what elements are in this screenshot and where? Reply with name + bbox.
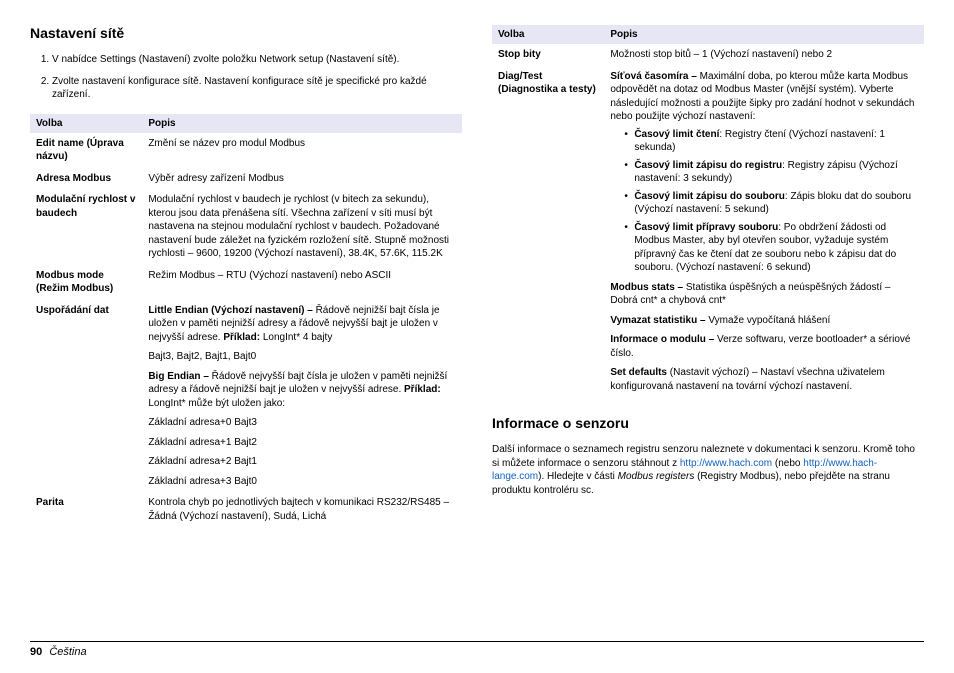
row-editname-desc: Změní se název pro modul Modbus: [142, 133, 462, 168]
le-ex1: LongInt* 4 bajty: [260, 332, 332, 343]
row-addr-desc: Výběr adresy zařízení Modbus: [142, 168, 462, 190]
row-order-lbl: Uspořádání dat: [30, 300, 142, 493]
left-column: Nastavení sítě V nabídce Settings (Nasta…: [30, 25, 462, 631]
le-ex2: Bajt3, Bajt2, Bajt1, Bajt0: [148, 350, 456, 364]
clear-rest: Vymaže vypočítaná hlášení: [708, 315, 830, 326]
heading-sensor: Informace o senzoru: [492, 415, 924, 431]
be-ex-lbl: Příklad:: [404, 384, 441, 395]
bullet-4: Časový limit přípravy souboru: Po obdrže…: [624, 221, 918, 275]
page-language: Čeština: [49, 646, 86, 658]
bullet-2: Časový limit zápisu do registru: Registr…: [624, 159, 918, 186]
be-a2: Základní adresa+2 Bajt1: [148, 455, 456, 469]
row-baud-lbl: Modulační rychlost v baudech: [30, 189, 142, 265]
row-baud-desc: Modulační rychlost v baudech je rychlost…: [142, 189, 462, 265]
le-bold: Little Endian (Výchozí nastavení) –: [148, 305, 315, 316]
row-diag-desc: Síťová časomíra – Maximální doba, po kte…: [604, 66, 924, 398]
step-1: V nabídce Settings (Nastavení) zvolte po…: [52, 53, 462, 67]
be-a0: Základní adresa+0 Bajt3: [148, 416, 456, 430]
right-column: Volba Popis Stop bity Možnosti stop bitů…: [492, 25, 924, 631]
th-option: Volba: [30, 114, 142, 133]
diag-bold: Síťová časomíra –: [610, 71, 699, 82]
stats-bold: Modbus stats –: [610, 282, 686, 293]
bullet-3: Časový limit zápisu do souboru: Zápis bl…: [624, 190, 918, 217]
th-desc-r: Popis: [604, 25, 924, 44]
def-bold: Set defaults: [610, 367, 667, 378]
row-stop-lbl: Stop bity: [492, 44, 604, 66]
diag-bullets: Časový limit čtení: Registry čtení (Vých…: [610, 128, 918, 275]
row-order-desc: Little Endian (Výchozí nastavení) – Řádo…: [142, 300, 462, 493]
row-diag-lbl: Diag/Test (Diagnostika a testy): [492, 66, 604, 398]
options-table-left: Volba Popis Edit name (Úprava názvu) Změ…: [30, 114, 462, 528]
steps-list: V nabídce Settings (Nastavení) zvolte po…: [30, 53, 462, 102]
row-mode-desc: Režim Modbus – RTU (Výchozí nastavení) n…: [142, 265, 462, 300]
row-mode-lbl: Modbus mode (Režim Modbus): [30, 265, 142, 300]
link-hach[interactable]: http://www.hach.com: [680, 458, 772, 469]
row-editname-lbl: Edit name (Úprava názvu): [30, 133, 142, 168]
bullet-1: Časový limit čtení: Registry čtení (Vých…: [624, 128, 918, 155]
step-2: Zvolte nastavení konfigurace sítě. Nasta…: [52, 75, 462, 102]
sensor-paragraph: Další informace o seznamech registru sen…: [492, 443, 924, 497]
row-parity-desc: Kontrola chyb po jednotlivých bajtech v …: [142, 492, 462, 527]
clear-bold: Vymazat statistiku –: [610, 315, 708, 326]
row-addr-lbl: Adresa Modbus: [30, 168, 142, 190]
th-option-r: Volba: [492, 25, 604, 44]
page-footer: 90 Čeština: [30, 641, 924, 658]
heading-network: Nastavení sítě: [30, 25, 462, 41]
be-bold: Big Endian –: [148, 371, 211, 382]
be-ex1: LongInt* může být uložen jako:: [148, 398, 285, 409]
row-parity-lbl: Parita: [30, 492, 142, 527]
page-number: 90: [30, 646, 42, 658]
info-bold: Informace o modulu –: [610, 334, 717, 345]
options-table-right: Volba Popis Stop bity Možnosti stop bitů…: [492, 25, 924, 397]
row-stop-desc: Možnosti stop bitů – 1 (Výchozí nastaven…: [604, 44, 924, 66]
th-desc: Popis: [142, 114, 462, 133]
be-a1: Základní adresa+1 Bajt2: [148, 436, 456, 450]
be-a3: Základní adresa+3 Bajt0: [148, 475, 456, 489]
le-ex-lbl: Příklad:: [223, 332, 260, 343]
